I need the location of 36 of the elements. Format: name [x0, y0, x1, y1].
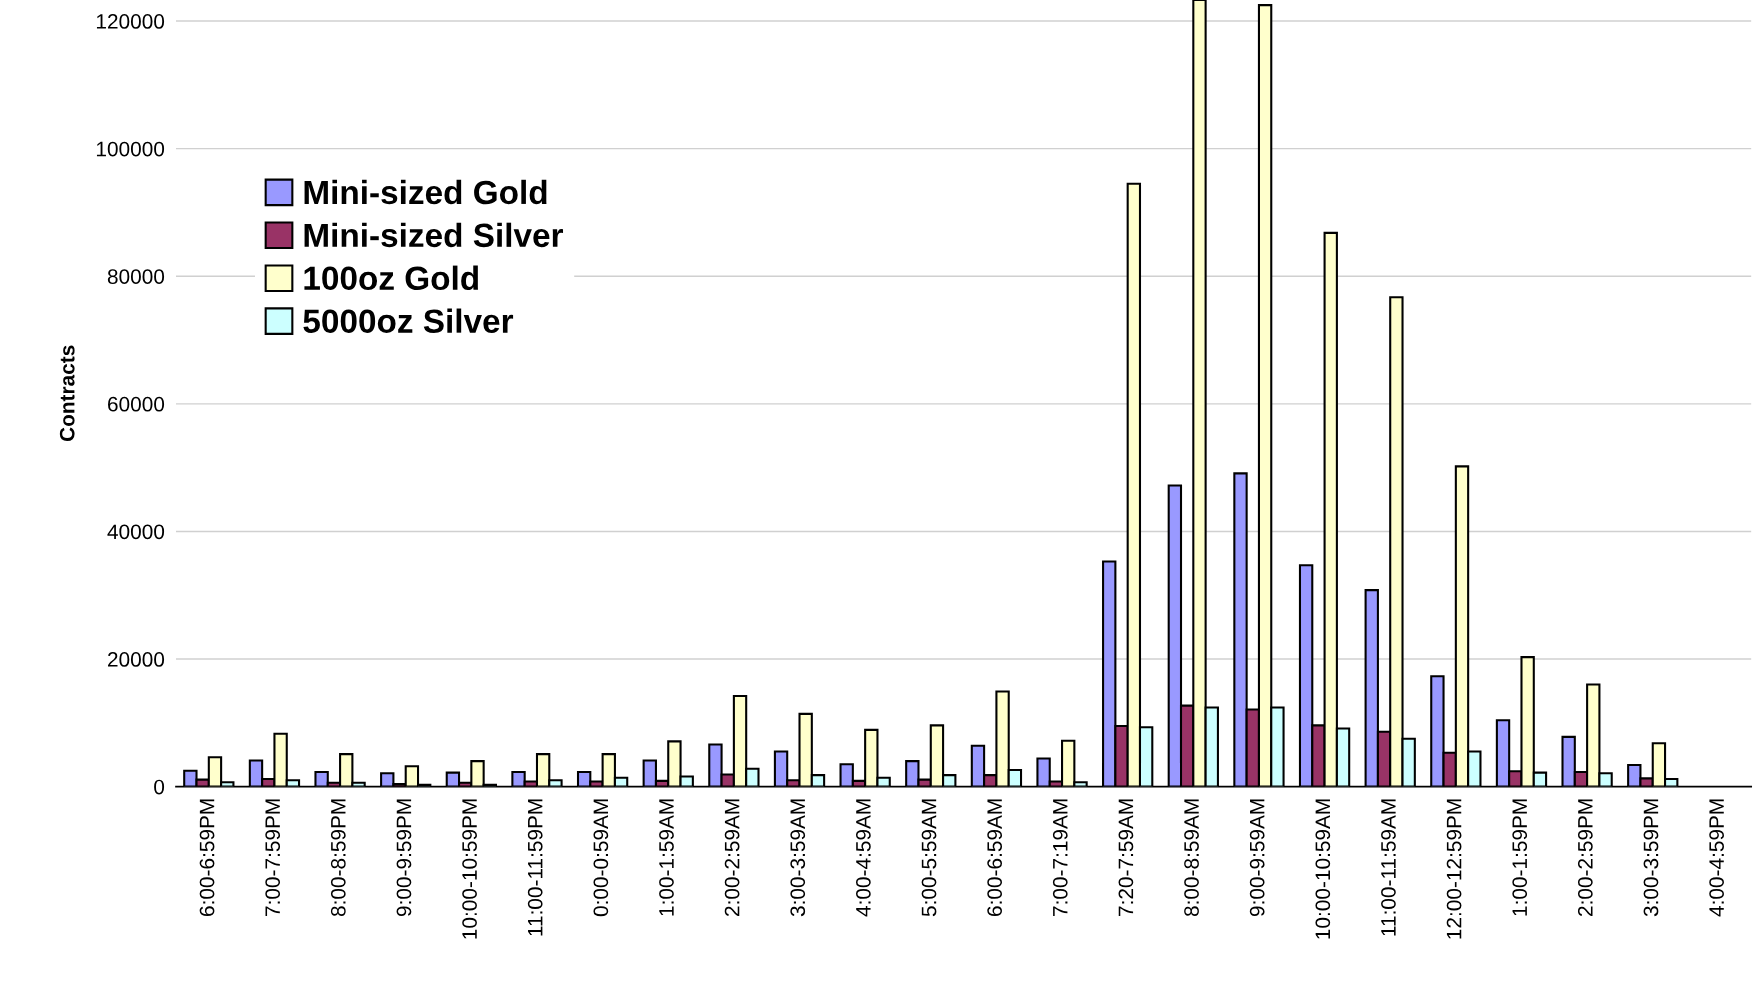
legend-label: 5000oz Silver [303, 308, 514, 333]
x-tick-label: 10:00-10:59AM [1315, 799, 1331, 939]
x-tick-label: 4:00-4:59AM [855, 799, 871, 917]
x-tick-label: 9:00-9:59AM [1249, 799, 1265, 917]
x-tick-label: 3:00-3:59AM [790, 799, 806, 917]
y-tick-label: 80000 [107, 269, 165, 284]
y-tick-label: 60000 [108, 396, 165, 412]
x-tick-label: 7:00-7:19AM [1052, 799, 1068, 916]
y-tick-label: 100000 [96, 141, 165, 157]
x-tick-label: 1:00-1:59PM [1512, 799, 1528, 916]
x-tick-label: 8:00-8:59PM [330, 799, 346, 917]
x-tick-label: 3:00-3:59PM [1643, 799, 1659, 917]
x-tick-label: 9:00-9:59PM [396, 799, 412, 917]
y-tick-label: 120000 [96, 14, 165, 29]
y-tick-label: 20000 [108, 652, 165, 667]
legend-label: Mini-sized Gold [304, 179, 547, 205]
x-tick-label: 5:00-5:59AM [921, 799, 937, 917]
legend-label: Mini-sized Silver [304, 222, 564, 248]
x-tick-label: 7:20-7:59AM [1118, 799, 1134, 916]
x-tick-label: 6:00-6:59PM [199, 799, 215, 916]
x-tick-label: 2:00-2:59AM [724, 799, 740, 916]
x-tick-label: 0:00-0:59AM [593, 799, 609, 917]
x-tick-label: 11:00-11:59AM [1381, 799, 1396, 936]
y-tick-label: 0 [154, 779, 165, 795]
x-tick-label: 6:00-6:59AM [987, 799, 1003, 916]
x-tick-label: 4:00-4:59PM [1709, 799, 1724, 917]
x-tick-label: 8:00-8:59AM [1184, 799, 1199, 917]
x-tick-label: 10:00-10:59PM [462, 799, 477, 939]
y-tick-label: 40000 [107, 524, 165, 540]
x-tick-label: 11:00-11:59PM [527, 799, 543, 936]
y-axis-title: Contracts [59, 345, 75, 442]
x-tick-label: 12:00-12:59PM [1446, 799, 1462, 939]
x-tick-label: 7:00-7:59PM [265, 799, 281, 916]
legend-label: 100oz Gold [304, 265, 478, 291]
x-tick-label: 2:00-2:59PM [1577, 799, 1593, 916]
x-tick-label: 1:00-1:59AM [659, 799, 674, 916]
